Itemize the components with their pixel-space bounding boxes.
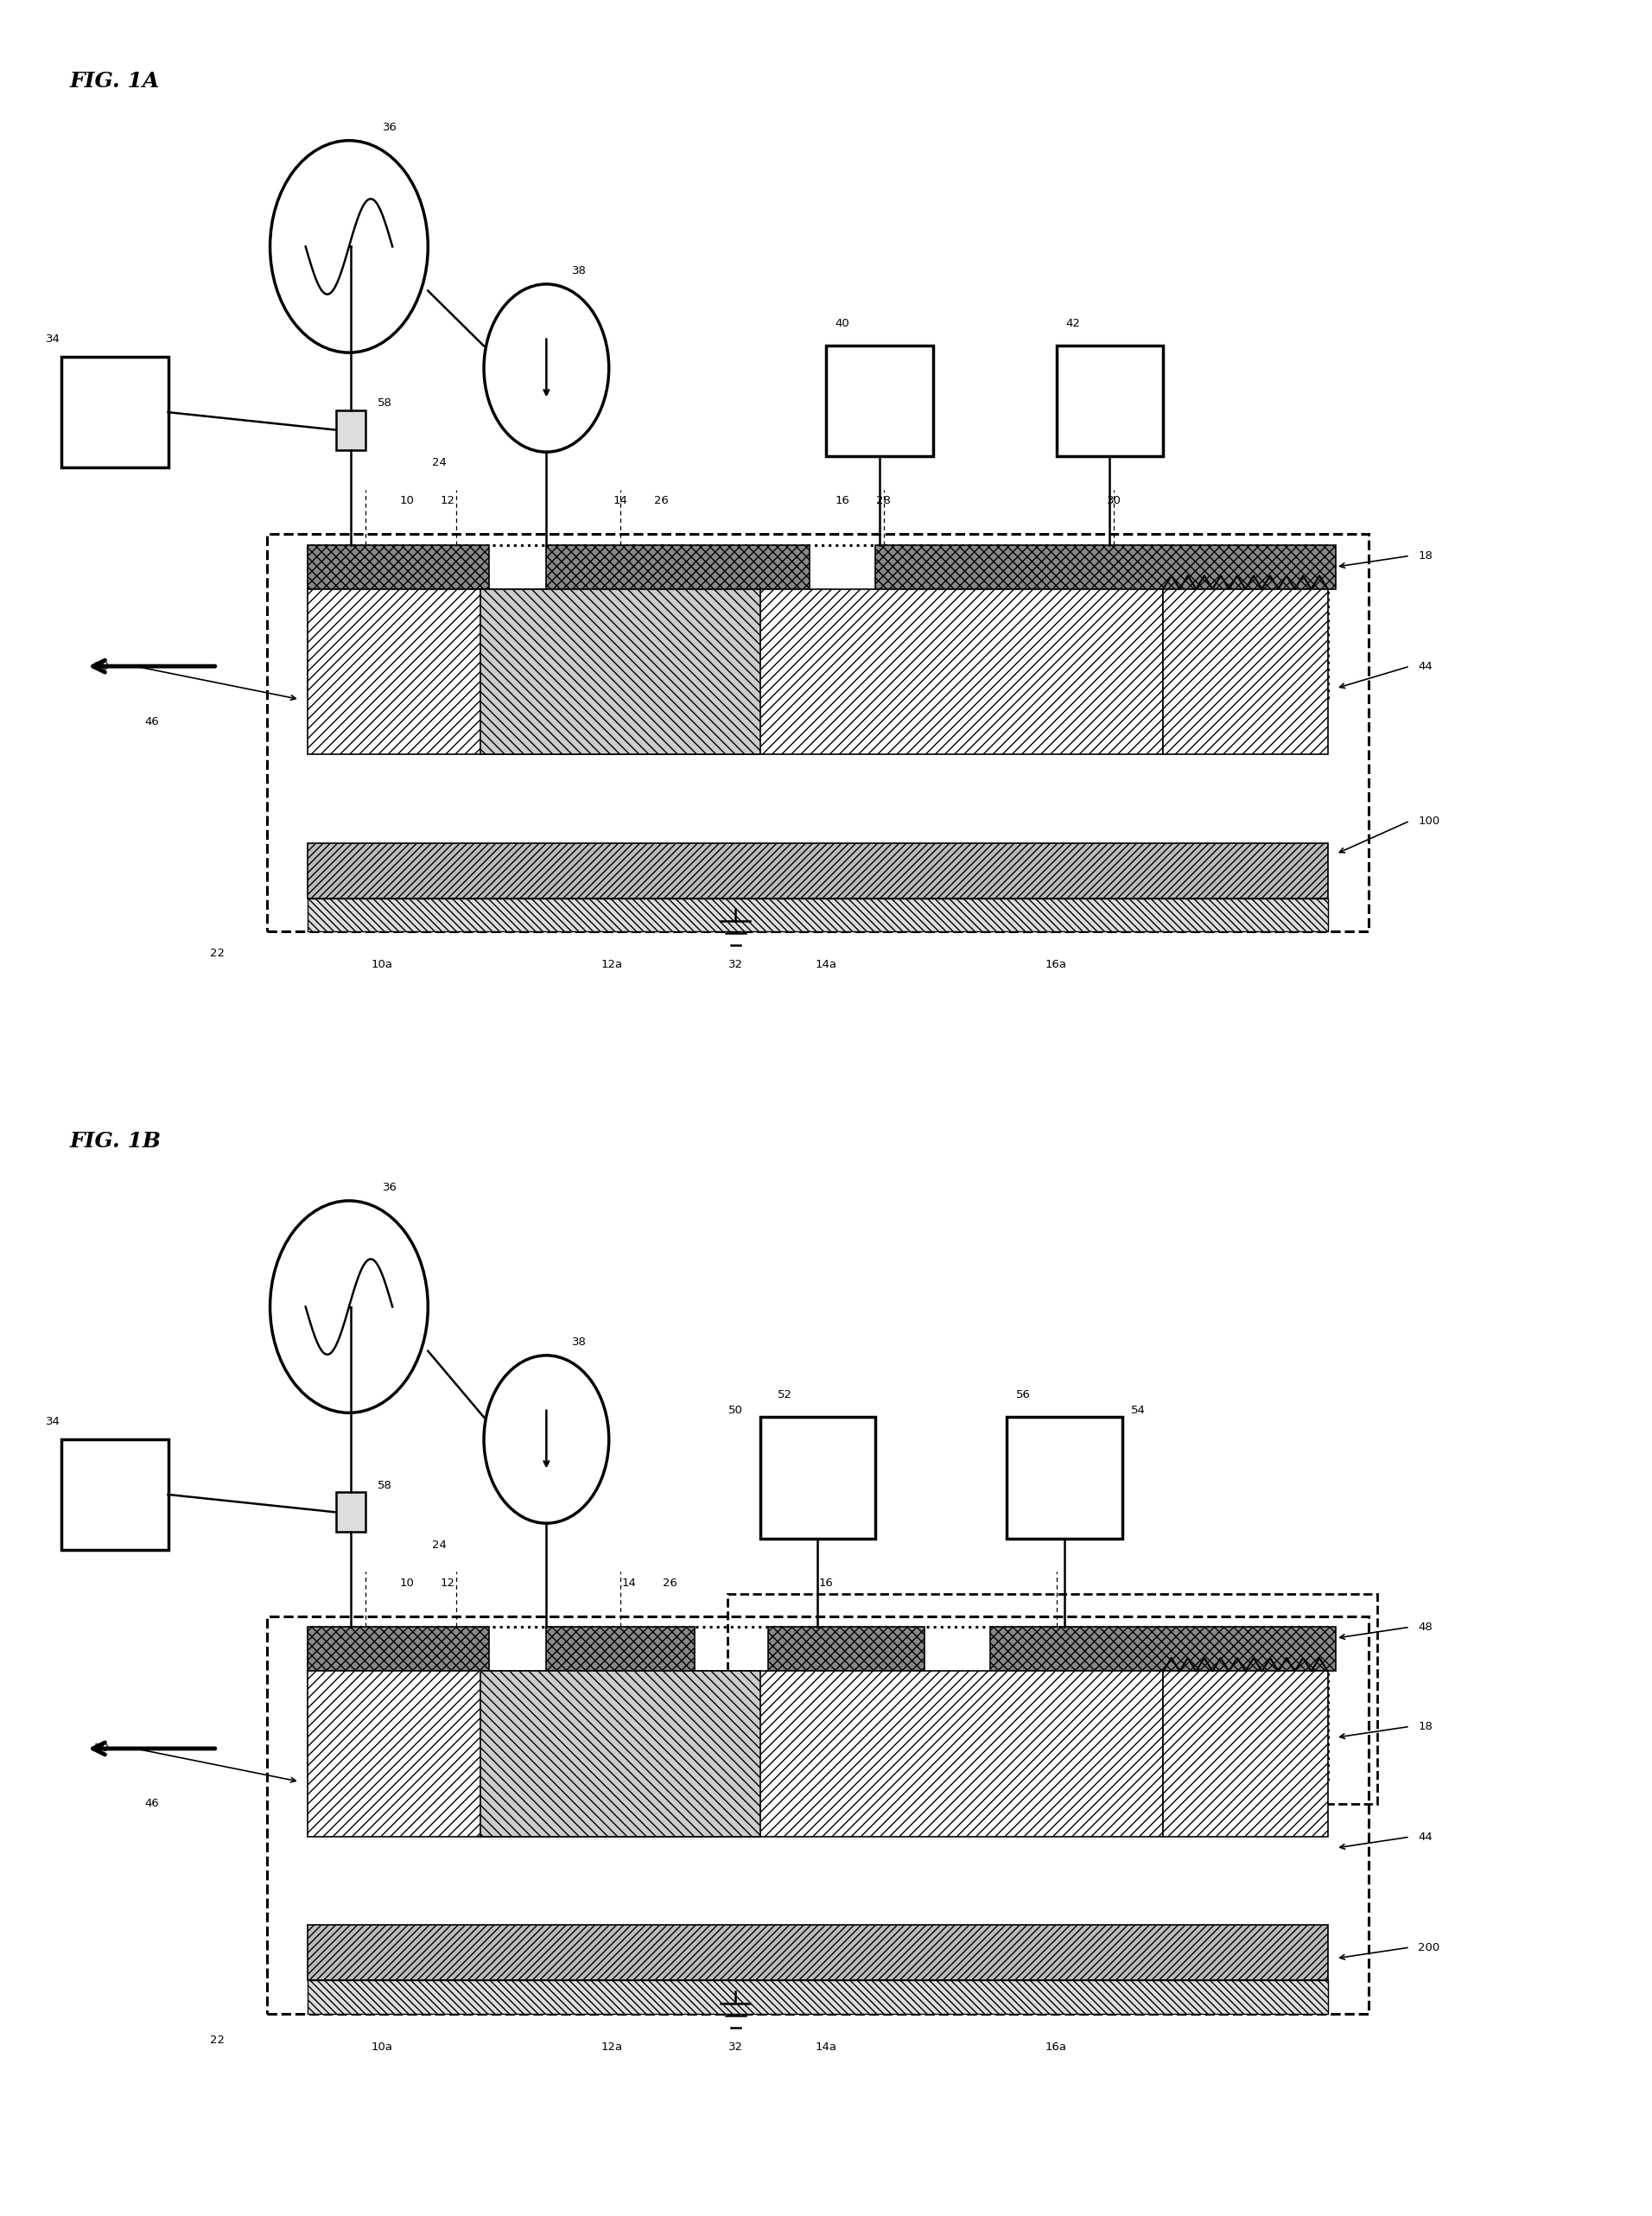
Text: 46: 46 [144,1797,159,1810]
Text: 32: 32 [729,2041,743,2052]
Circle shape [484,284,610,452]
Bar [307,1627,489,1671]
Text: 16a: 16a [1046,960,1067,971]
Bar [266,534,1370,931]
Text: 14: 14 [613,494,628,505]
Text: 26: 26 [662,1578,677,1589]
Text: 22: 22 [210,948,225,960]
Text: 50: 50 [729,1405,743,1416]
Text: 52: 52 [778,1389,793,1401]
Text: 12a: 12a [601,2041,623,2052]
Bar [307,589,1163,756]
Text: 100: 100 [1417,815,1441,827]
Text: 36: 36 [383,122,398,133]
Text: 200: 200 [1417,1941,1441,1952]
Bar [547,1627,694,1671]
Bar [307,1671,1163,1837]
Text: 10: 10 [400,1578,415,1589]
Bar [727,1593,1378,1804]
Text: 34: 34 [46,335,59,346]
Text: 28: 28 [876,494,890,505]
Text: 18: 18 [1417,1722,1432,1733]
Text: 38: 38 [572,266,586,277]
Text: 30: 30 [1107,494,1122,505]
Text: 34: 34 [46,1416,59,1427]
Text: 20: 20 [94,1744,109,1755]
Text: 24: 24 [433,456,446,468]
Text: 16: 16 [836,494,849,505]
Circle shape [484,1356,610,1522]
Text: 26: 26 [654,494,669,505]
Bar [61,1440,169,1549]
Text: 14a: 14a [814,2041,838,2052]
Bar [991,1627,1336,1671]
Text: 14a: 14a [814,960,838,971]
Text: 12: 12 [441,1578,454,1589]
Bar [768,1627,925,1671]
Bar [61,357,169,468]
Bar [876,545,1336,589]
Bar [826,346,933,456]
Text: FIG. 1B: FIG. 1B [69,1130,160,1152]
Text: 22: 22 [210,2034,225,2045]
Text: 46: 46 [144,716,159,727]
Bar [266,1615,1370,2014]
Bar [481,589,760,756]
Bar [1163,589,1328,756]
Text: 14: 14 [621,1578,636,1589]
Bar [307,842,1328,897]
Bar [1008,1418,1122,1538]
Bar [307,1926,1328,1981]
Bar [307,1627,1328,1782]
Text: 10a: 10a [372,2041,393,2052]
Bar [335,410,365,450]
Text: FIG. 1A: FIG. 1A [69,71,160,91]
Bar [335,1491,365,1531]
Text: 32: 32 [729,960,743,971]
Text: 44: 44 [1417,1830,1432,1841]
Bar [307,1981,1328,2014]
Bar [547,545,809,589]
Text: 24: 24 [433,1540,446,1551]
Text: 48: 48 [1417,1622,1432,1633]
Circle shape [269,1201,428,1414]
Circle shape [269,140,428,352]
Text: 12: 12 [441,494,454,505]
Text: 10: 10 [400,494,415,505]
Bar [760,1418,876,1538]
Bar [307,897,1328,931]
Bar [481,1671,760,1837]
Text: 44: 44 [1417,660,1432,671]
Text: 10a: 10a [372,960,393,971]
Text: 16: 16 [819,1578,833,1589]
Text: 38: 38 [572,1336,586,1347]
Text: 54: 54 [1132,1405,1146,1416]
Bar [307,545,1328,700]
Text: 40: 40 [836,319,849,330]
Bar [307,545,489,589]
Bar [1163,1671,1328,1837]
Text: 58: 58 [378,399,393,410]
Text: 20: 20 [94,660,109,671]
Text: 16a: 16a [1046,2041,1067,2052]
Text: 18: 18 [1417,550,1432,561]
Text: 42: 42 [1066,319,1080,330]
Text: 12a: 12a [601,960,623,971]
Text: 58: 58 [378,1480,393,1491]
Bar [1056,346,1163,456]
Text: 56: 56 [1016,1389,1031,1401]
Text: 36: 36 [383,1181,398,1192]
